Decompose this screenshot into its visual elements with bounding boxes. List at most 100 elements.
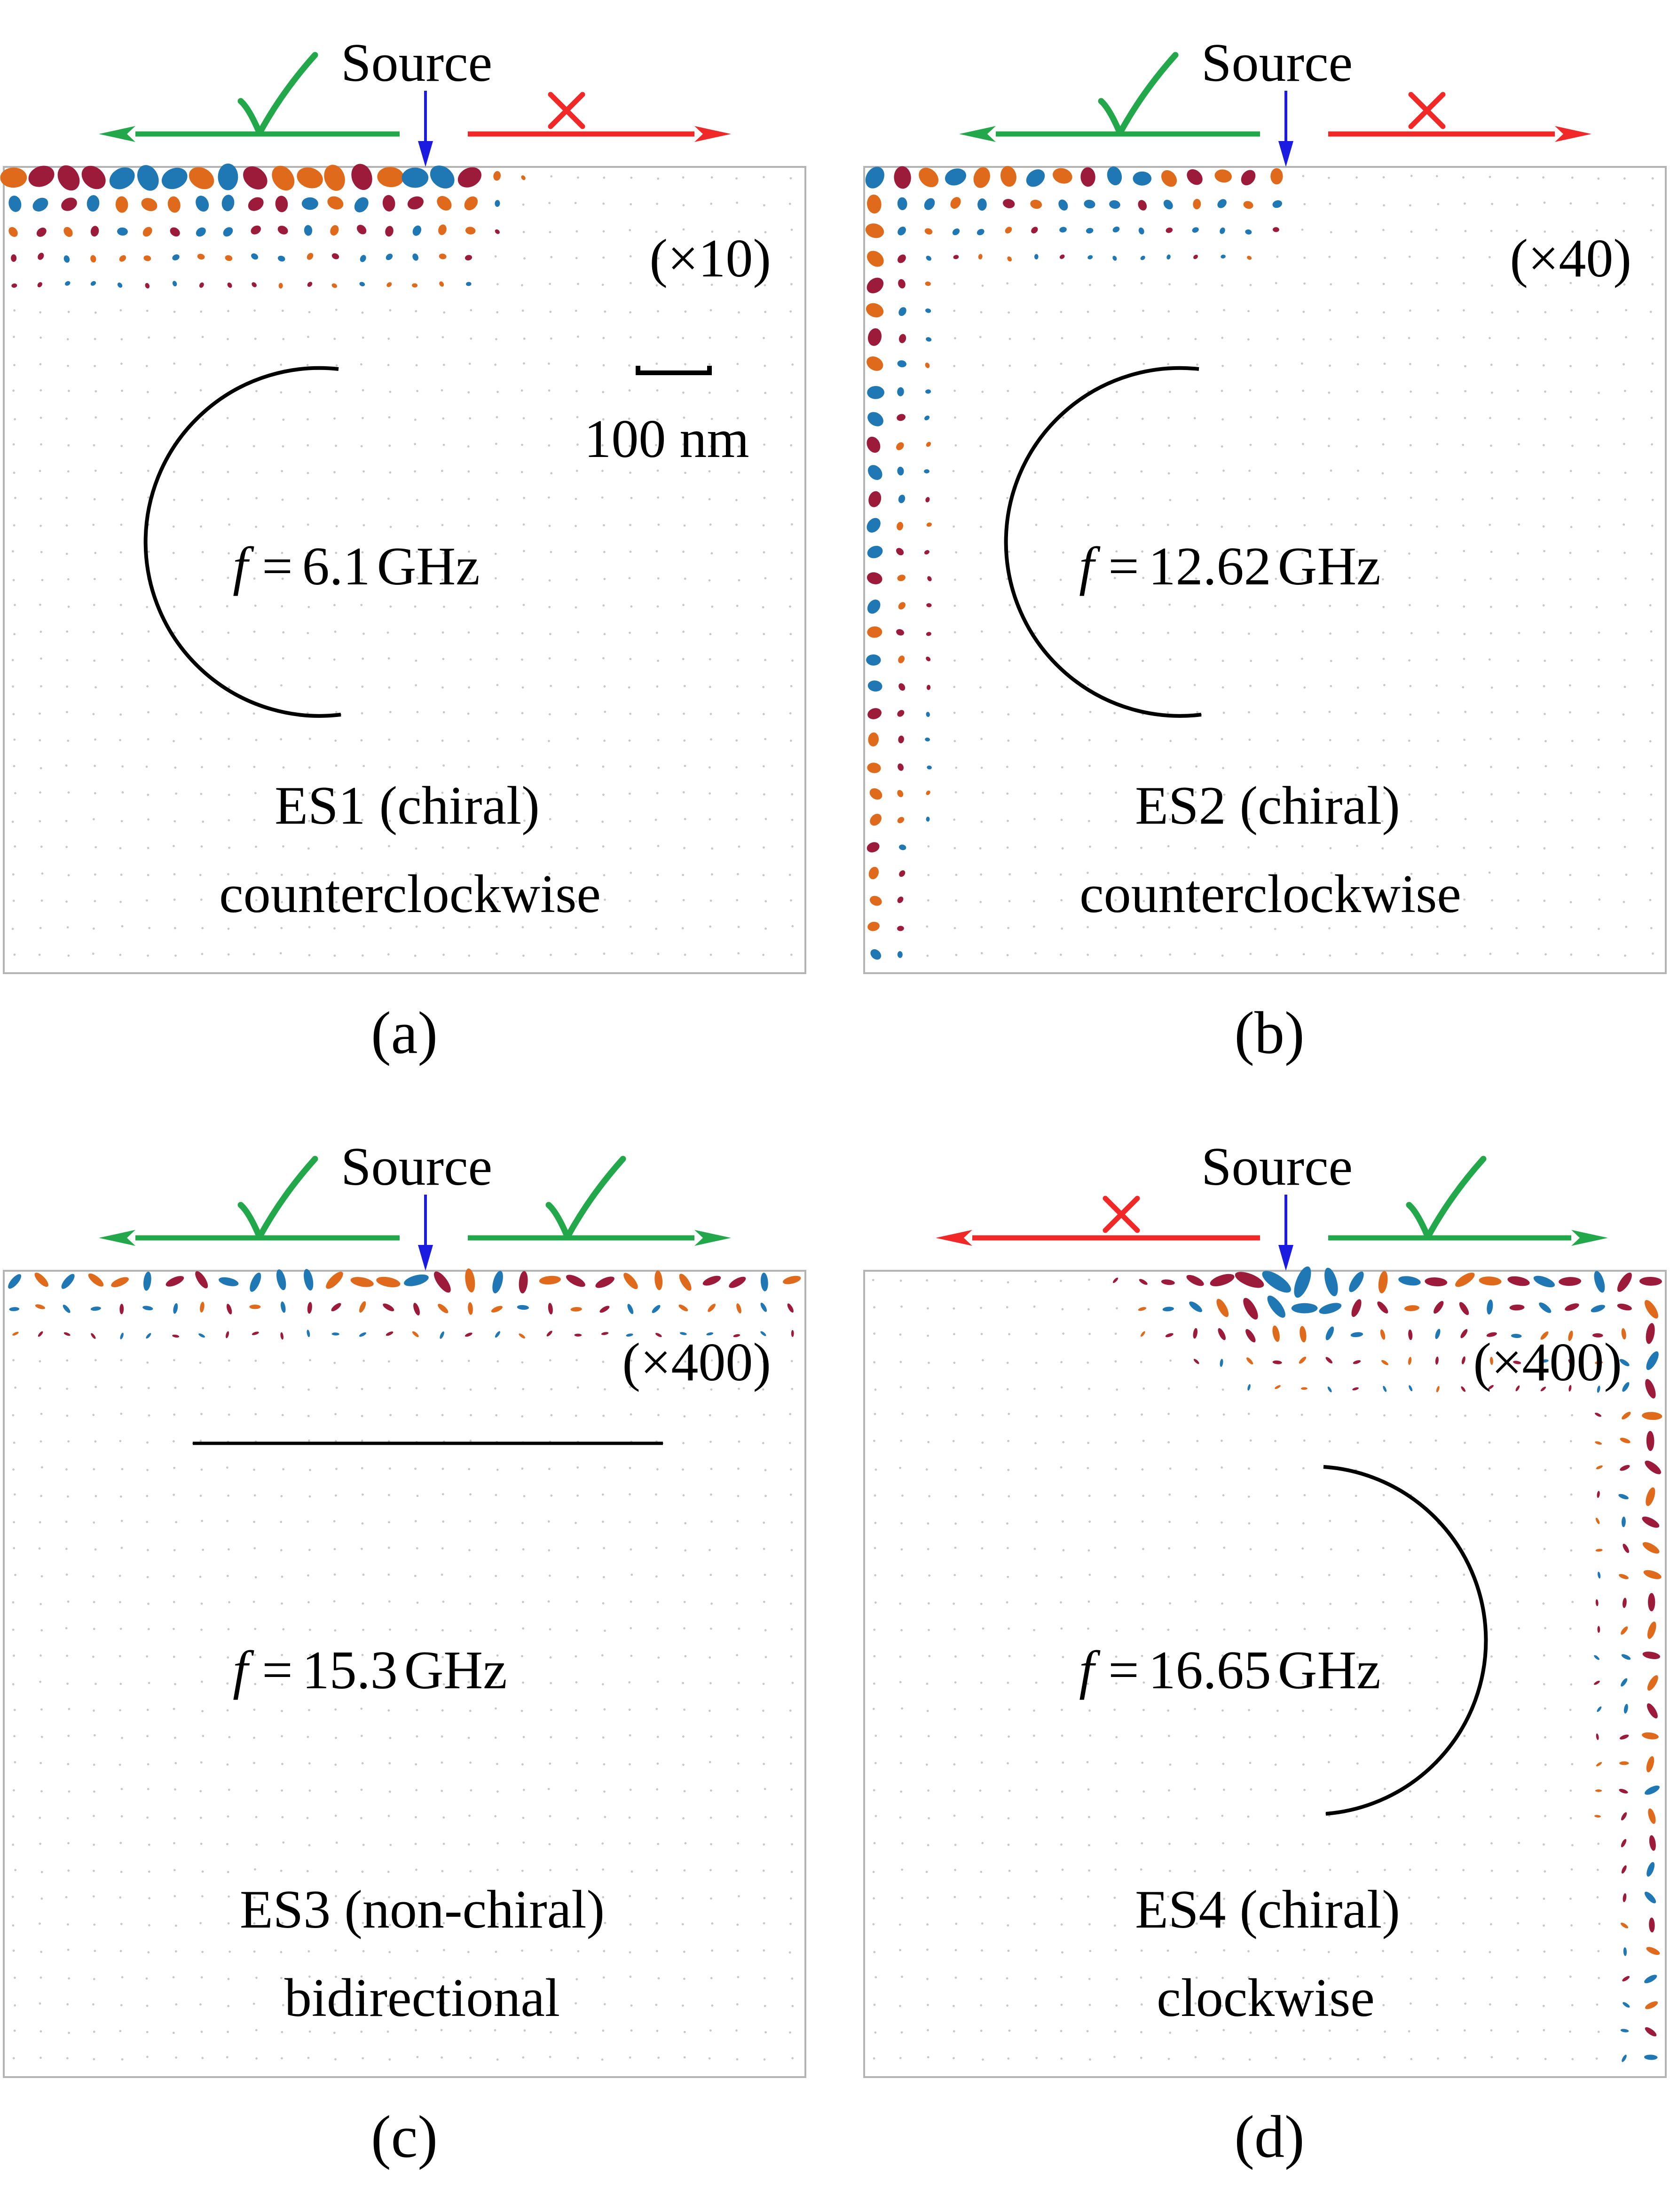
background-dot — [683, 712, 685, 715]
background-dot — [416, 1601, 419, 1604]
background-dot — [469, 2056, 472, 2059]
magnetization-dot — [167, 196, 181, 213]
magnetization-dot — [897, 387, 904, 396]
background-dot — [254, 658, 257, 661]
magnetization-dot — [898, 602, 906, 610]
background-dot — [981, 284, 984, 287]
background-dot — [1275, 1468, 1277, 1471]
background-dot — [14, 1761, 16, 1763]
background-dot — [416, 1414, 418, 1417]
background-dot — [1328, 927, 1331, 929]
background-dot — [1142, 309, 1144, 312]
background-dot — [656, 1736, 659, 1738]
background-dot — [1355, 1413, 1358, 1416]
background-dot — [789, 899, 792, 902]
background-dot — [309, 1653, 312, 1656]
background-dot — [200, 525, 202, 528]
background-dot — [1357, 1549, 1359, 1551]
magnetization-dot — [226, 1331, 229, 1338]
background-dot — [94, 873, 96, 876]
background-dot — [413, 1655, 416, 1658]
background-dot — [955, 899, 958, 902]
magnetization-dot — [1596, 1762, 1602, 1766]
background-dot — [1381, 873, 1384, 876]
magnetization-dot — [1646, 1487, 1655, 1506]
background-dot — [736, 1790, 739, 1793]
background-dot — [1463, 2029, 1466, 2032]
magnetization-dot — [926, 656, 931, 661]
background-dot — [145, 899, 148, 902]
background-dot — [1194, 1870, 1196, 1873]
background-dot — [1383, 1627, 1386, 1630]
background-dot — [93, 1923, 96, 1926]
magnetization-dot — [760, 1302, 767, 1312]
background-dot — [1435, 417, 1438, 419]
background-dot — [1436, 443, 1439, 446]
background-dot — [1382, 1709, 1385, 1712]
background-dot — [601, 1654, 604, 1657]
background-dot — [361, 1522, 364, 1525]
background-dot — [1196, 363, 1198, 366]
background-dot — [1249, 900, 1252, 903]
background-dot — [1033, 1548, 1036, 1550]
background-dot — [1327, 1951, 1330, 1953]
background-dot — [1569, 337, 1572, 339]
background-dot — [790, 1871, 793, 1874]
background-dot — [1061, 1734, 1063, 1737]
background-dot — [146, 1520, 149, 1523]
panel-d: Source (×400) f = 16.65 GHz ES4 (chiral) cl… — [863, 1137, 1667, 2170]
background-dot — [1221, 1440, 1223, 1442]
background-dot — [1435, 228, 1438, 231]
background-dot — [1274, 605, 1276, 607]
background-dot — [1302, 389, 1305, 392]
background-dot — [13, 1789, 15, 1792]
background-dot — [1302, 1522, 1305, 1525]
background-dot — [14, 845, 16, 848]
background-dot — [521, 1949, 523, 1952]
background-dot — [682, 874, 685, 876]
background-dot — [1142, 576, 1145, 579]
background-dot — [1008, 1655, 1011, 1657]
background-dot — [1597, 954, 1599, 956]
magnetization-dot — [219, 1277, 239, 1286]
background-dot — [442, 1816, 445, 1819]
background-dot — [630, 1654, 633, 1657]
magnetization-dot — [1646, 1351, 1659, 1370]
background-dot — [709, 1816, 712, 1819]
background-dot — [252, 953, 255, 956]
background-dot — [1570, 1521, 1573, 1524]
background-dot — [1061, 766, 1063, 769]
background-dot — [174, 1950, 177, 1952]
background-dot — [1328, 417, 1331, 420]
background-dot — [1035, 1332, 1038, 1335]
background-dot — [711, 873, 713, 876]
background-dot — [1008, 311, 1010, 314]
magnetization-dot — [1327, 1386, 1332, 1393]
background-dot — [1274, 443, 1277, 446]
background-dot — [1196, 472, 1198, 474]
background-dot — [119, 551, 122, 554]
background-dot — [389, 1414, 392, 1417]
magnetization-dot — [708, 1304, 716, 1312]
background-dot — [12, 1629, 15, 1631]
background-dot — [1516, 2030, 1519, 2033]
magnetization-dot — [1058, 199, 1068, 211]
background-dot — [953, 1279, 956, 1282]
background-dot — [1248, 1681, 1251, 1684]
background-dot — [1033, 765, 1036, 768]
background-dot — [1571, 230, 1574, 233]
background-dot — [39, 767, 42, 770]
background-dot — [1329, 605, 1331, 607]
magnetization-dot — [1086, 228, 1094, 234]
background-dot — [254, 1360, 257, 1362]
background-dot — [12, 1414, 15, 1417]
background-dot — [764, 1629, 767, 1631]
background-dot — [522, 954, 525, 957]
background-dot — [738, 1895, 740, 1897]
right-status-icon — [548, 92, 585, 129]
background-dot — [521, 1415, 524, 1418]
background-dot — [1088, 764, 1091, 767]
background-dot — [255, 526, 257, 528]
background-dot — [443, 900, 445, 903]
background-dot — [280, 363, 283, 366]
